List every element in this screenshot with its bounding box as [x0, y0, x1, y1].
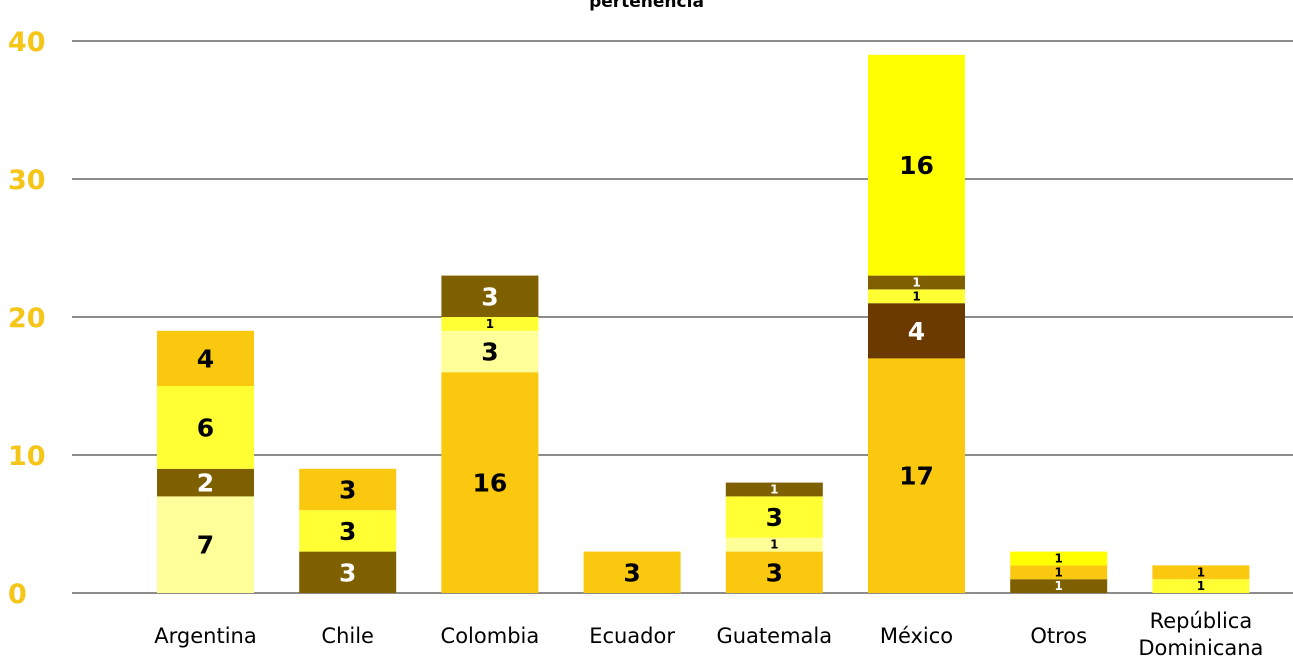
data-label: 1 — [1055, 579, 1063, 593]
bar-segment — [441, 275, 539, 317]
data-label: 1 — [912, 276, 920, 290]
x-tick-label: Colombia — [441, 624, 540, 648]
data-label: 1 — [1197, 579, 1205, 593]
bar-segment — [868, 289, 965, 304]
bar-segment — [1010, 551, 1108, 566]
y-tick-label: 20 — [8, 303, 46, 334]
data-label: 3 — [339, 558, 356, 587]
data-label: 16 — [473, 469, 508, 498]
bar-segment — [725, 482, 823, 497]
bar-segment — [1010, 565, 1108, 580]
data-label: 3 — [481, 282, 498, 311]
data-label: 3 — [766, 503, 783, 532]
bar-segment — [868, 303, 965, 359]
data-label: 6 — [197, 413, 214, 442]
bar-segment — [441, 317, 539, 331]
data-label: 3 — [481, 338, 498, 367]
bar-segment — [868, 275, 965, 290]
x-tick-label: Guatemala — [716, 624, 832, 648]
data-label: 1 — [770, 483, 778, 497]
x-tick-label: Ecuador — [589, 624, 675, 648]
data-label: 1 — [1197, 565, 1205, 579]
bar-segment — [725, 551, 823, 593]
data-label: 3 — [766, 558, 783, 587]
x-tick-label: Dominicana — [1138, 636, 1263, 657]
bar-segment — [157, 330, 254, 386]
y-tick-label: 10 — [8, 441, 46, 472]
data-label: 1 — [770, 538, 778, 552]
bar-segment — [299, 468, 397, 511]
data-label: 16 — [899, 151, 934, 180]
chart-title: pertenencia — [589, 0, 704, 12]
x-tick-label: Chile — [321, 624, 374, 648]
bar-segment — [441, 330, 539, 373]
data-label: 1 — [912, 289, 920, 303]
bar-segment — [868, 54, 965, 276]
bar-segment — [299, 551, 397, 593]
data-label: 2 — [197, 469, 214, 498]
bar-segment — [157, 468, 254, 497]
x-tick-label: Otros — [1030, 624, 1087, 648]
data-label: 17 — [899, 462, 934, 491]
bar-segment — [299, 510, 397, 552]
data-label: 1 — [1055, 552, 1063, 566]
y-tick-label: 30 — [8, 165, 46, 196]
data-label: 4 — [197, 344, 214, 373]
bar-segment — [157, 496, 254, 593]
bar-segment — [725, 537, 823, 552]
bar-segment — [1152, 579, 1250, 593]
x-tick-label: Argentina — [154, 624, 256, 648]
data-label: 3 — [623, 558, 640, 587]
data-label: 1 — [1055, 565, 1063, 579]
data-label: 7 — [197, 531, 214, 560]
y-tick-label: 0 — [8, 579, 27, 610]
bar-segment — [1152, 565, 1250, 580]
y-tick-label: 40 — [8, 27, 46, 58]
data-label: 1 — [486, 317, 494, 331]
bar-segment — [868, 358, 965, 593]
data-label: 3 — [339, 517, 356, 546]
x-tick-label: República — [1150, 609, 1253, 633]
data-label: 4 — [908, 317, 925, 346]
x-tick-label: México — [880, 624, 953, 648]
bar-segment — [1010, 579, 1108, 593]
bar-segment — [157, 386, 254, 469]
data-label: 3 — [339, 476, 356, 505]
bar-segment — [583, 551, 681, 593]
bar-segment — [725, 496, 823, 538]
bar-segment — [441, 372, 539, 593]
